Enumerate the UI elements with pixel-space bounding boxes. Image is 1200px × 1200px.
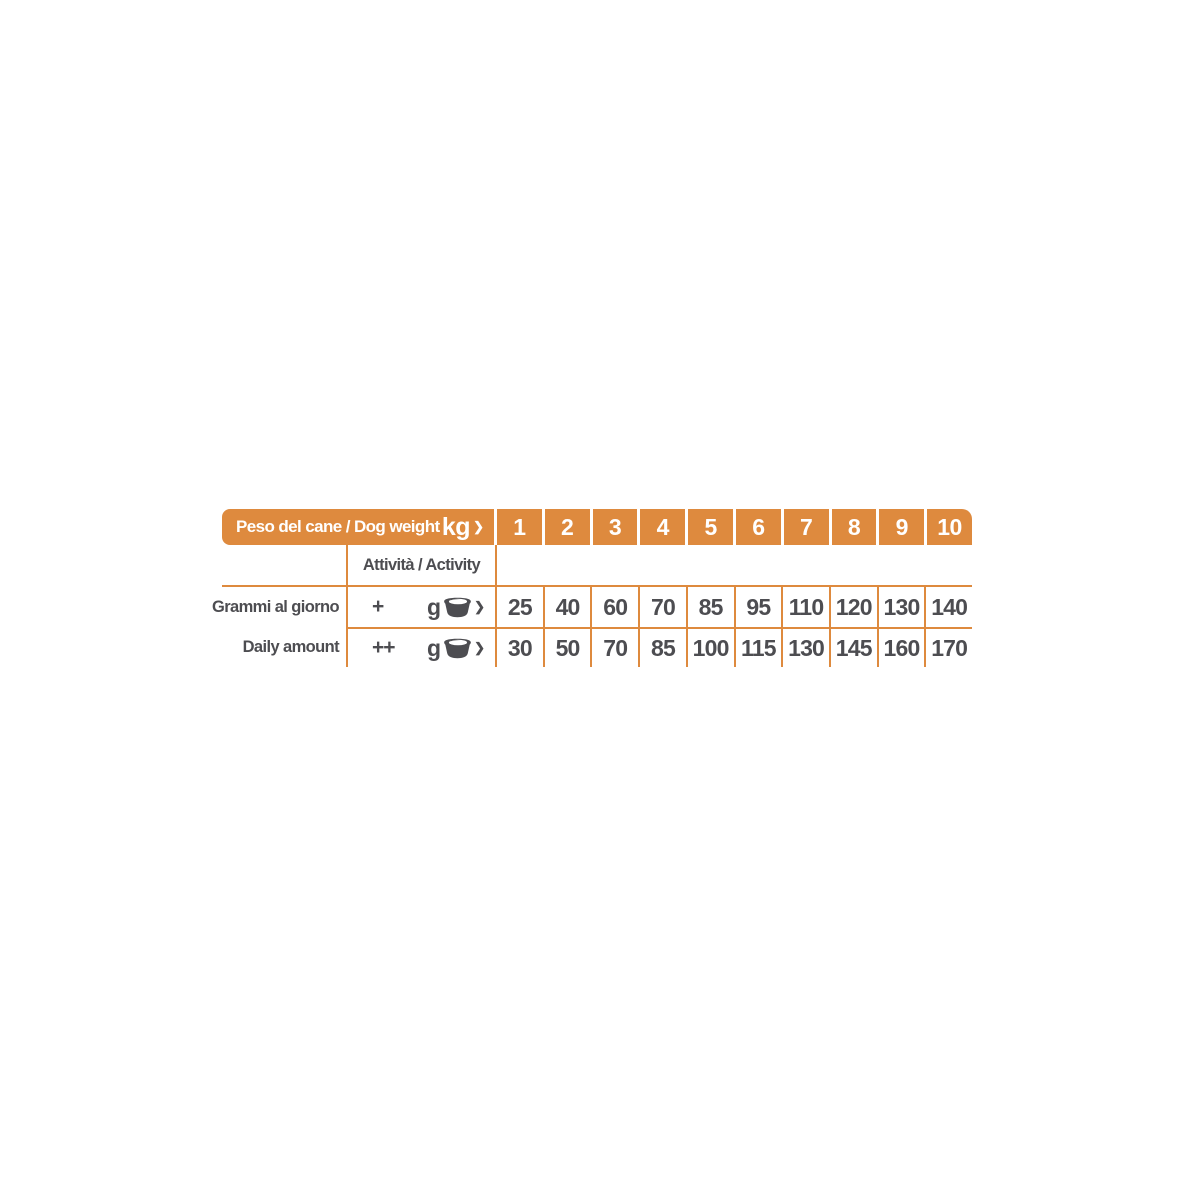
- table-row-daily-amount: Daily amount ++ g ❯ 30 50 70 85 100 115 130 145…: [222, 627, 973, 667]
- header-weight-cell: 6: [732, 509, 781, 545]
- grams-bowl-group: g ❯: [427, 594, 485, 621]
- header-weight-cell: 5: [685, 509, 733, 545]
- header-spacer: [497, 545, 972, 585]
- value-cells: 25 40 60 70 85 95 110 120 130 140: [497, 587, 972, 627]
- table-row-grammi-al-giorno: Grammi al giorno + g ❯ 25 40 60 70 85 95 110 12…: [211, 585, 972, 627]
- value-cell: 100: [685, 627, 734, 667]
- value-cell: 120: [828, 587, 877, 627]
- gram-unit-label: g: [427, 593, 442, 620]
- gram-unit-label: g: [427, 634, 442, 661]
- label-column-spacer: [222, 545, 346, 585]
- value-cell: 130: [781, 627, 829, 667]
- value-cell: 70: [638, 587, 686, 627]
- dog-weight-header-cell: Peso del cane / Dog weight kg ❯: [222, 509, 497, 545]
- dog-weight-label: Peso del cane / Dog weight: [236, 517, 440, 536]
- header-weight-cell: 7: [780, 509, 829, 545]
- header-weight-cell: 8: [828, 509, 877, 545]
- activity-level-plus-plus: ++: [372, 636, 396, 659]
- value-cell: 85: [638, 627, 686, 667]
- value-cell: 160: [876, 627, 925, 667]
- chevron-right-icon: ❯: [474, 599, 485, 614]
- row-label-daily-amount: Daily amount: [242, 637, 340, 656]
- dog-weight-unit: kg ❯: [442, 513, 484, 542]
- value-cell: 115: [733, 627, 782, 667]
- value-cell: 130: [876, 587, 925, 627]
- activity-label: Attività / Activity: [362, 555, 481, 574]
- value-cell: 30: [497, 627, 543, 667]
- kg-unit-label: kg: [441, 512, 471, 541]
- header-weight-cell: 4: [637, 509, 686, 545]
- dog-bowl-icon: [444, 597, 471, 617]
- value-cell: 85: [685, 587, 734, 627]
- activity-cell-plus: + g ❯: [346, 587, 497, 627]
- value-cell: 40: [542, 587, 591, 627]
- activity-cell-plus-plus: ++ g ❯: [346, 627, 497, 667]
- activity-level-plus: +: [372, 595, 384, 618]
- activity-header-row: Attività / Activity: [222, 545, 972, 585]
- chevron-right-icon: ❯: [473, 519, 484, 534]
- value-cell: 60: [590, 587, 638, 627]
- value-cell: 170: [924, 627, 973, 667]
- value-cell: 50: [542, 627, 591, 667]
- dog-bowl-icon: [444, 638, 471, 658]
- row-label-grammi-al-giorno: Grammi al giorno: [211, 597, 340, 616]
- value-cell: 70: [590, 627, 639, 667]
- activity-header-cell: Attività / Activity: [346, 545, 497, 585]
- header-weight-cell: 1: [497, 509, 542, 545]
- header-weight-cell: 9: [876, 509, 925, 545]
- header-weight-cells: 1 2 3 4 5 6 7 8 9 10: [497, 509, 972, 545]
- value-cell: 145: [828, 627, 877, 667]
- grams-bowl-group: g ❯: [427, 635, 485, 662]
- value-cell: 140: [924, 587, 972, 627]
- value-cell: 25: [507, 593, 533, 620]
- header-weight-cell: 2: [541, 509, 590, 545]
- header-weight-cell: 10: [924, 509, 972, 545]
- value-cell: 110: [781, 587, 829, 627]
- header-weight-cell: 3: [589, 509, 638, 545]
- value-cells: 30 50 70 85 100 115 130 145 160 170: [497, 627, 973, 667]
- value-cell: 95: [733, 587, 782, 627]
- chevron-right-icon: ❯: [474, 640, 485, 655]
